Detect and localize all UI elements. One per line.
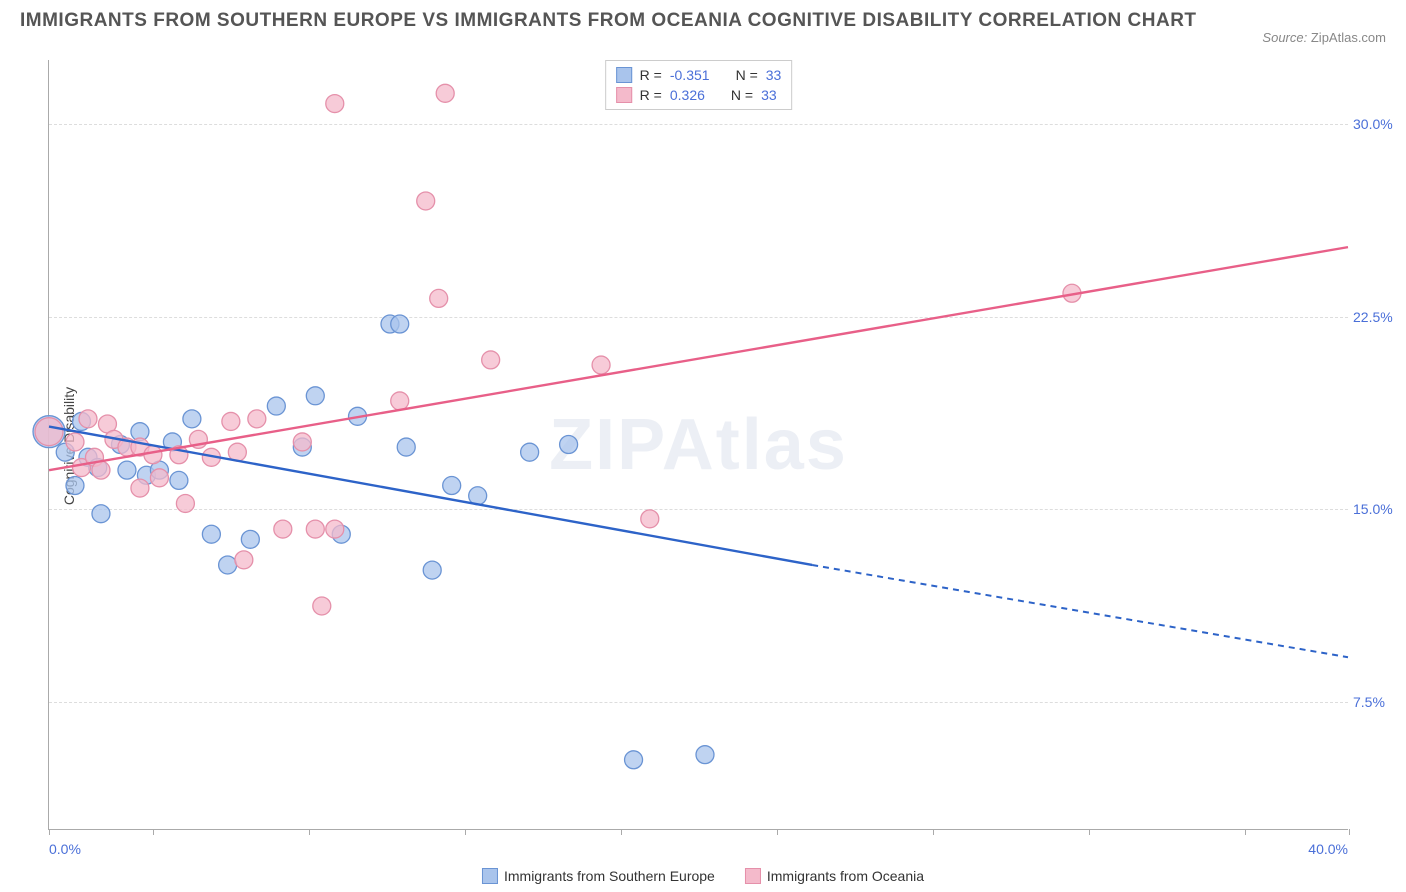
source-name: ZipAtlas.com xyxy=(1311,30,1386,45)
data-point xyxy=(66,477,84,495)
y-tick-label: 22.5% xyxy=(1353,309,1406,325)
data-point xyxy=(326,520,344,538)
scatter-svg xyxy=(49,60,1348,829)
data-point xyxy=(397,438,415,456)
r-value-2: 0.326 xyxy=(670,87,705,103)
n-label-2: N = xyxy=(731,87,753,103)
data-point xyxy=(183,410,201,428)
r-value-1: -0.351 xyxy=(670,67,710,83)
data-point xyxy=(436,84,454,102)
x-tick xyxy=(621,829,622,835)
x-tick xyxy=(309,829,310,835)
x-tick xyxy=(777,829,778,835)
x-tick xyxy=(1245,829,1246,835)
data-point xyxy=(443,477,461,495)
correlation-row-1: R = -0.351 N = 33 xyxy=(616,65,782,85)
data-point xyxy=(391,315,409,333)
data-point xyxy=(92,461,110,479)
swatch-series-1 xyxy=(616,67,632,83)
data-point xyxy=(222,412,240,430)
legend-label-1: Immigrants from Southern Europe xyxy=(504,868,715,884)
y-tick-label: 7.5% xyxy=(1353,694,1406,710)
r-label-2: R = xyxy=(640,87,662,103)
data-point xyxy=(625,751,643,769)
data-point xyxy=(79,410,97,428)
x-tick xyxy=(933,829,934,835)
x-tick xyxy=(153,829,154,835)
data-point xyxy=(66,433,84,451)
n-value-1: 33 xyxy=(766,67,782,83)
data-point xyxy=(641,510,659,528)
data-point xyxy=(274,520,292,538)
chart-title: IMMIGRANTS FROM SOUTHERN EUROPE VS IMMIG… xyxy=(20,10,1197,32)
r-label-1: R = xyxy=(640,67,662,83)
data-point xyxy=(293,433,311,451)
legend-label-2: Immigrants from Oceania xyxy=(767,868,924,884)
data-point xyxy=(391,392,409,410)
data-point xyxy=(423,561,441,579)
correlation-row-2: R = 0.326 N = 33 xyxy=(616,85,782,105)
regression-line-extrapolated xyxy=(812,565,1348,657)
data-point xyxy=(267,397,285,415)
n-value-2: 33 xyxy=(761,87,777,103)
y-tick-label: 30.0% xyxy=(1353,116,1406,132)
data-point xyxy=(326,95,344,113)
data-point xyxy=(306,387,324,405)
legend-item-2: Immigrants from Oceania xyxy=(745,868,924,884)
chart-container: IMMIGRANTS FROM SOUTHERN EUROPE VS IMMIG… xyxy=(0,0,1406,892)
regression-line xyxy=(49,427,812,565)
swatch-series-2 xyxy=(616,87,632,103)
data-point xyxy=(696,746,714,764)
source-attribution: Source: ZipAtlas.com xyxy=(1262,30,1386,45)
data-point xyxy=(235,551,253,569)
n-label-1: N = xyxy=(736,67,758,83)
correlation-legend: R = -0.351 N = 33 R = 0.326 N = 33 xyxy=(605,60,793,110)
legend-swatch-2 xyxy=(745,868,761,884)
data-point xyxy=(92,505,110,523)
y-tick-label: 15.0% xyxy=(1353,501,1406,517)
data-point xyxy=(521,443,539,461)
data-point xyxy=(219,556,237,574)
data-point xyxy=(131,479,149,497)
x-tick xyxy=(49,829,50,835)
x-tick-label-min: 0.0% xyxy=(49,841,81,857)
data-point xyxy=(248,410,266,428)
data-point xyxy=(313,597,331,615)
series-legend: Immigrants from Southern Europe Immigran… xyxy=(482,868,924,884)
data-point xyxy=(118,461,136,479)
x-tick xyxy=(1089,829,1090,835)
x-tick xyxy=(465,829,466,835)
data-point xyxy=(560,436,578,454)
data-point xyxy=(417,192,435,210)
data-point xyxy=(176,494,194,512)
data-point xyxy=(306,520,324,538)
x-tick xyxy=(1349,829,1350,835)
data-point xyxy=(430,289,448,307)
data-point xyxy=(35,418,63,446)
data-point xyxy=(482,351,500,369)
x-tick-label-max: 40.0% xyxy=(1308,841,1348,857)
data-point xyxy=(144,446,162,464)
regression-line xyxy=(49,247,1348,470)
data-point xyxy=(241,530,259,548)
legend-item-1: Immigrants from Southern Europe xyxy=(482,868,715,884)
data-point xyxy=(202,525,220,543)
data-point xyxy=(170,471,188,489)
source-label: Source: xyxy=(1262,30,1307,45)
legend-swatch-1 xyxy=(482,868,498,884)
data-point xyxy=(592,356,610,374)
data-point xyxy=(150,469,168,487)
plot-area: ZIPAtlas 7.5%15.0%22.5%30.0% R = -0.351 … xyxy=(48,60,1348,830)
